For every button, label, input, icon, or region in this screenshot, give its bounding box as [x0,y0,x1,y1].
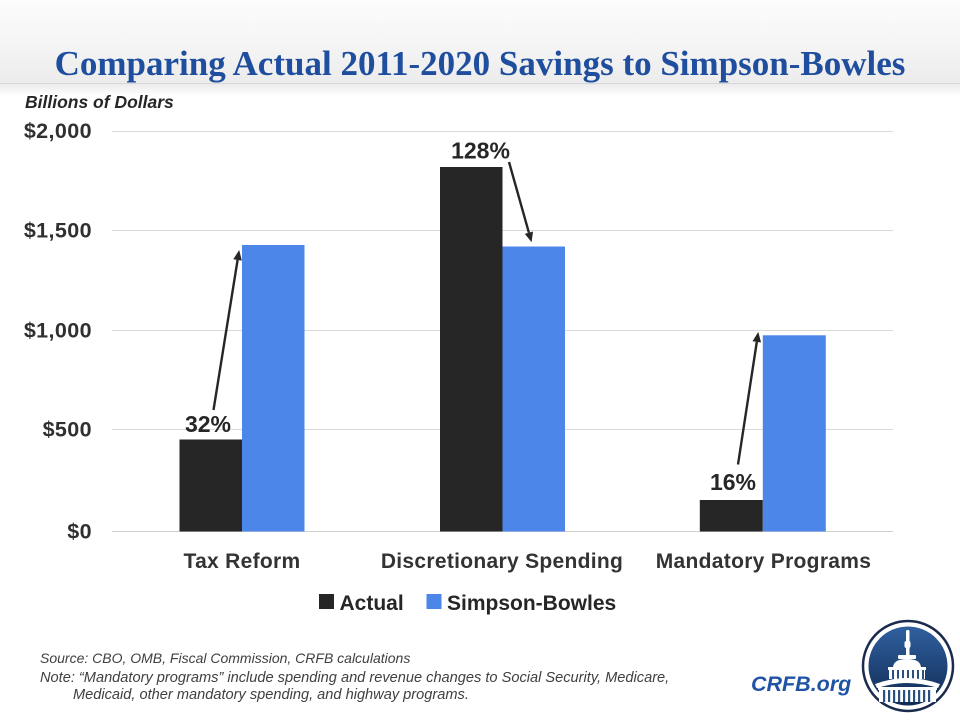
svg-text:Mandatory Programs: Mandatory Programs [656,550,871,573]
svg-text:Actual: Actual [340,592,404,615]
svg-text:$1,500: $1,500 [24,219,92,243]
svg-text:$0: $0 [67,520,92,544]
svg-text:Discretionary Spending: Discretionary Spending [381,550,623,573]
svg-text:$1,000: $1,000 [24,319,92,343]
svg-text:$2,000: $2,000 [24,119,92,143]
svg-text:16%: 16% [710,469,756,495]
svg-text:$500: $500 [43,418,92,442]
svg-text:128%: 128% [451,138,510,164]
svg-text:Simpson-Bowles: Simpson-Bowles [447,592,616,615]
svg-text:32%: 32% [185,411,231,437]
svg-text:Tax Reform: Tax Reform [184,550,301,573]
